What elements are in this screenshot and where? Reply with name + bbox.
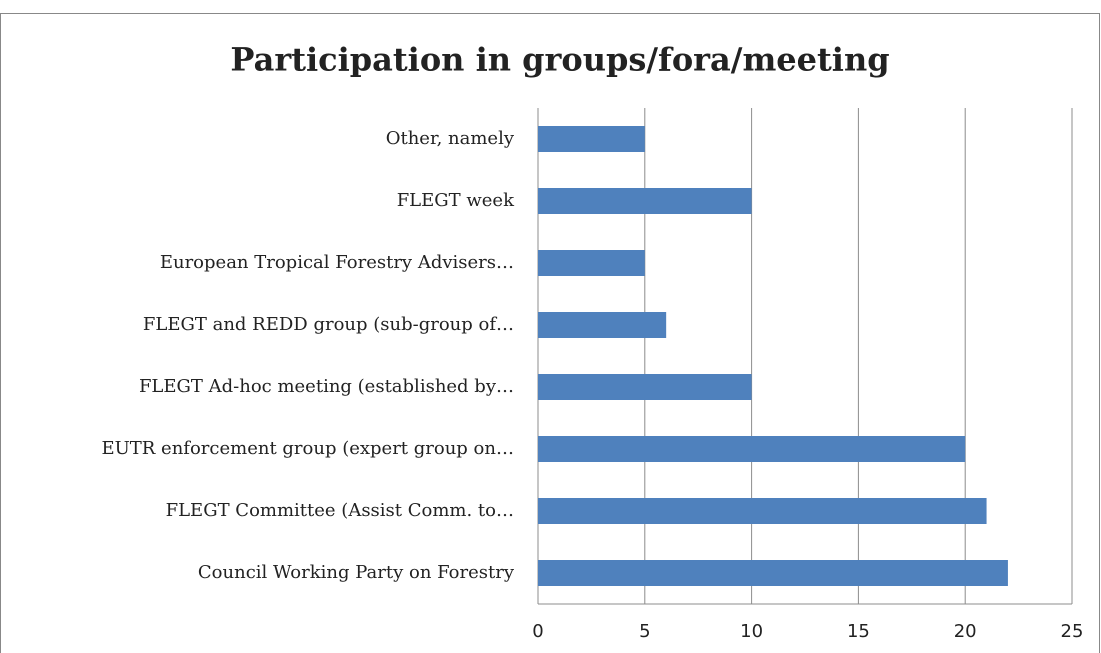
- bar: [538, 436, 966, 462]
- y-tick-label: FLEGT Committee (Assist Comm. to…: [166, 500, 514, 521]
- bar: [538, 126, 645, 152]
- x-tick-label: 15: [847, 621, 870, 642]
- x-tick-label: 10: [740, 621, 763, 642]
- chart-title: Participation in groups/fora/meeting: [230, 41, 889, 79]
- x-tick-label: 20: [954, 621, 977, 642]
- x-tick-label: 0: [532, 621, 543, 642]
- bar: [538, 498, 987, 524]
- x-tick-label: 5: [639, 621, 650, 642]
- y-tick-label: European Tropical Forestry Advisers…: [160, 252, 514, 273]
- y-tick-label: EUTR enforcement group (expert group on…: [101, 438, 514, 459]
- bar: [538, 188, 752, 214]
- x-tick-label: 25: [1061, 621, 1084, 642]
- y-tick-label: Council Working Party on Forestry: [198, 562, 515, 583]
- y-tick-label: FLEGT and REDD group (sub-group of…: [143, 314, 514, 335]
- y-tick-label: FLEGT week: [397, 190, 515, 211]
- y-tick-label: Other, namely: [386, 128, 515, 149]
- chart-frame: [0, 13, 1100, 653]
- bar: [538, 312, 667, 338]
- bar: [538, 374, 752, 400]
- y-tick-label: FLEGT Ad-hoc meeting (established by…: [139, 376, 514, 397]
- bar: [538, 250, 645, 276]
- bar: [538, 560, 1008, 586]
